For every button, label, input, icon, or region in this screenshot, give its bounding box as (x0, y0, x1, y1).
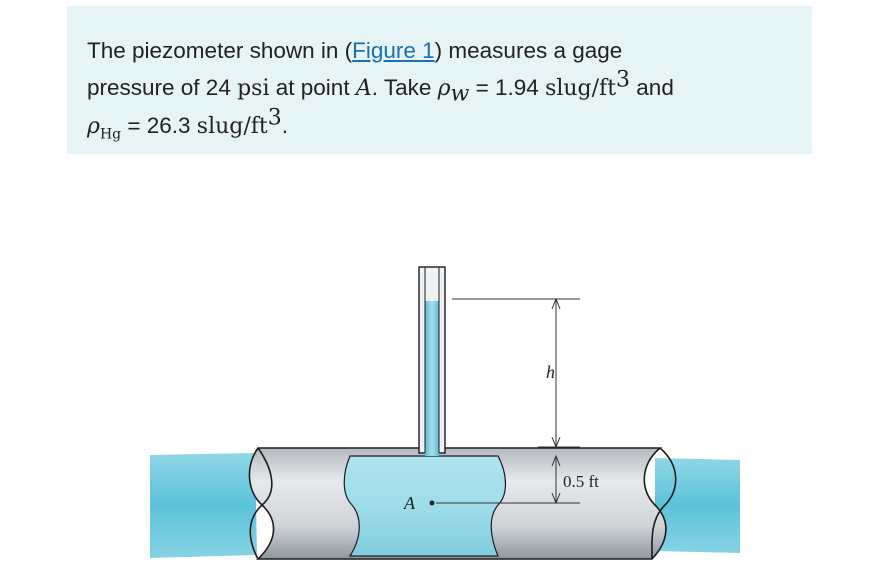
pipe-right-cut (651, 447, 677, 560)
take-text: . Take (371, 75, 438, 100)
point-a-marker (429, 500, 435, 506)
piezometer-figure: h 0.5 ft A (150, 266, 740, 560)
pressure-text: pressure of 24 (87, 75, 238, 100)
rho-hg-unit: slug/ft (196, 114, 268, 139)
rho-hg-subscript: Hg (99, 126, 122, 143)
rho-w-unit-exponent: 3 (616, 67, 631, 93)
problem-line-2: pressure of 24 psi at point A. Take ρw =… (87, 69, 792, 107)
problem-line-3: ρHg = 26.3 slug/ft3. (87, 107, 792, 145)
and-text: and (630, 75, 674, 100)
point-a-label: A (403, 493, 416, 513)
at-point-text: at point (269, 75, 356, 100)
figure-1-link[interactable]: Figure 1 (352, 38, 435, 63)
problem-statement: The piezometer shown in (Figure 1) measu… (67, 6, 812, 154)
intro-text: The piezometer shown in ( (87, 38, 353, 63)
intro-end-text: ) measures a gage (434, 38, 623, 63)
rho-w-symbol: ρ (437, 76, 451, 101)
pipe-left-cut (249, 447, 273, 560)
water-right (655, 458, 740, 553)
psi-unit: psi (237, 76, 270, 101)
water-left (150, 453, 257, 558)
rho-hg-value: = 26.3 (121, 113, 197, 138)
tube-water-column (425, 301, 439, 456)
rho-w-unit: slug/ft (545, 76, 617, 101)
period-text: . (281, 113, 289, 138)
point-a-symbol: A (355, 76, 372, 101)
rho-hg-unit-exponent: 3 (267, 105, 282, 131)
half-ft-label: 0.5 ft (563, 472, 599, 491)
rho-w-subscript: w (450, 81, 470, 107)
rho-hg-symbol: ρ (87, 114, 100, 139)
problem-line-1: The piezometer shown in (Figure 1) measu… (87, 32, 792, 69)
rho-w-value: = 1.94 (469, 75, 546, 100)
half-ft-top-arrow (551, 454, 561, 467)
h-top-arrow (551, 297, 561, 310)
h-label: h (546, 362, 555, 382)
pipe-cutaway (343, 455, 507, 557)
